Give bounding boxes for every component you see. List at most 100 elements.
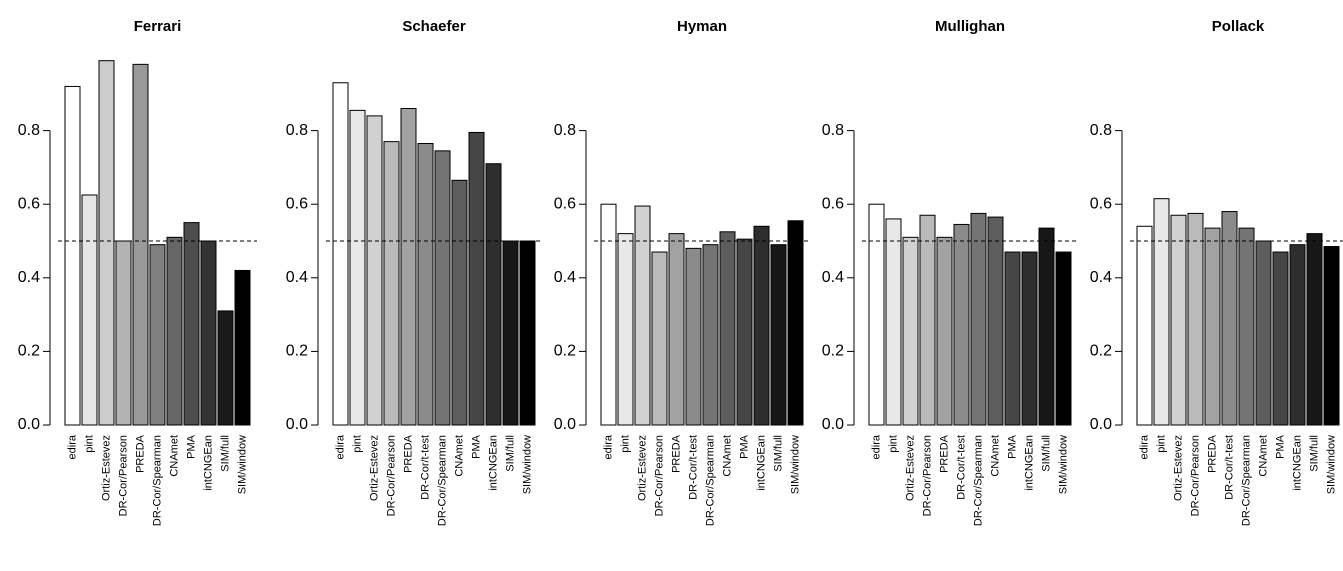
- y-tick-label: 0.2: [554, 343, 576, 360]
- bar: [1038, 227, 1055, 426]
- y-tick-label: 0.4: [554, 269, 576, 286]
- y-tick-label: 0.4: [822, 269, 844, 286]
- y-tick-label: 0.6: [286, 195, 308, 212]
- bar: [1055, 251, 1072, 426]
- bar: [668, 233, 685, 426]
- y-tick-label: 0.6: [822, 195, 844, 212]
- bar: [366, 115, 383, 426]
- bar: [417, 142, 434, 426]
- y-tick-label: 0.8: [822, 122, 844, 139]
- y-tick-label: 0.2: [18, 343, 40, 360]
- y-tick-label: 0.2: [1090, 343, 1112, 360]
- bar: [753, 225, 770, 426]
- bar: [1021, 251, 1038, 426]
- bar: [1221, 211, 1238, 426]
- bar: [936, 236, 953, 426]
- x-tick-label: DR-Cor/Pearson: [653, 435, 665, 516]
- x-tick-label: CNAmet: [1257, 435, 1269, 477]
- x-tick-label: PMA: [738, 434, 750, 459]
- y-tick-label: 0.6: [554, 195, 576, 212]
- x-tick-label: DR-Cor/t-test: [687, 435, 699, 500]
- y-tick-label: 0.8: [18, 122, 40, 139]
- x-tick-label: Ortiz-Estevez: [1172, 435, 1184, 501]
- bar: [98, 60, 115, 426]
- x-tick-label: edira: [870, 434, 882, 459]
- bar: [166, 236, 183, 426]
- bar: [468, 131, 485, 426]
- x-tick-label: edira: [66, 434, 78, 459]
- bar: [434, 150, 451, 426]
- bar: [902, 236, 919, 426]
- bar: [64, 85, 81, 426]
- x-tick-label: DR-Cor/Spearman: [1240, 435, 1252, 526]
- bar: [217, 310, 234, 426]
- x-tick-label: PREDA: [1206, 434, 1218, 473]
- bar: [919, 214, 936, 426]
- x-tick-label: edira: [1138, 434, 1150, 459]
- x-tick-label: pint: [887, 435, 899, 453]
- x-tick-label: edira: [334, 434, 346, 459]
- x-tick-label: DR-Cor/t-test: [955, 435, 967, 500]
- x-tick-label: intCNGEan: [1291, 435, 1303, 491]
- bar: [1153, 198, 1170, 426]
- y-tick-label: 0.6: [18, 195, 40, 212]
- x-tick-label: intCNGEan: [202, 435, 214, 491]
- x-tick-label: DR-Cor/Pearson: [117, 435, 129, 516]
- x-tick-label: SIM/full: [772, 435, 784, 472]
- x-tick-label: pint: [351, 435, 363, 453]
- x-tick-label: PMA: [1274, 434, 1286, 459]
- x-tick-label: SIM/full: [504, 435, 516, 472]
- x-tick-label: PREDA: [402, 434, 414, 473]
- x-tick-label: PREDA: [134, 434, 146, 473]
- bar: [1170, 214, 1187, 426]
- x-tick-label: DR-Cor/Pearson: [1189, 435, 1201, 516]
- bar: [183, 222, 200, 426]
- bar: [770, 244, 787, 426]
- bar: [234, 269, 251, 426]
- x-tick-label: SIM/window: [236, 435, 248, 494]
- x-tick-label: PMA: [1006, 434, 1018, 459]
- y-tick-label: 0.8: [1090, 122, 1112, 139]
- x-tick-label: SIM/window: [789, 435, 801, 494]
- bar: [634, 205, 651, 426]
- bar: [885, 218, 902, 426]
- bar: [1004, 251, 1021, 426]
- y-tick-label: 0.2: [286, 343, 308, 360]
- panel-title: Ferrari: [134, 18, 182, 35]
- x-tick-label: edira: [602, 434, 614, 459]
- panel-title: Schaefer: [402, 18, 466, 35]
- x-tick-label: pint: [1155, 435, 1167, 453]
- x-tick-label: CNAmet: [989, 435, 1001, 477]
- bar: [519, 240, 536, 426]
- x-tick-label: Ortiz-Estevez: [100, 435, 112, 501]
- y-tick-label: 0.0: [1090, 416, 1112, 433]
- y-tick-label: 0.0: [286, 416, 308, 433]
- bar: [987, 216, 1004, 426]
- bar: [451, 179, 468, 426]
- y-tick-label: 0.4: [1090, 269, 1112, 286]
- x-tick-label: Ortiz-Estevez: [904, 435, 916, 501]
- y-tick-label: 0.0: [554, 416, 576, 433]
- x-tick-label: SIM/window: [1325, 435, 1337, 494]
- x-tick-label: DR-Cor/Spearman: [704, 435, 716, 526]
- x-tick-label: intCNGEan: [487, 435, 499, 491]
- y-tick-label: 0.2: [822, 343, 844, 360]
- bar: [1204, 227, 1221, 426]
- y-tick-label: 0.6: [1090, 195, 1112, 212]
- bar: [685, 247, 702, 426]
- x-tick-label: SIM/window: [1057, 435, 1069, 494]
- bar: [719, 231, 736, 426]
- panel-title: Hyman: [677, 18, 727, 35]
- bar: [132, 63, 149, 426]
- bar: [600, 203, 617, 426]
- bar: [502, 240, 519, 426]
- bar: [868, 203, 885, 426]
- x-tick-label: DR-Cor/Spearman: [436, 435, 448, 526]
- y-tick-label: 0.8: [554, 122, 576, 139]
- bar: [81, 194, 98, 426]
- x-tick-label: CNAmet: [721, 435, 733, 477]
- x-tick-label: PREDA: [938, 434, 950, 473]
- y-tick-label: 0.4: [18, 269, 40, 286]
- x-tick-label: DR-Cor/Pearson: [385, 435, 397, 516]
